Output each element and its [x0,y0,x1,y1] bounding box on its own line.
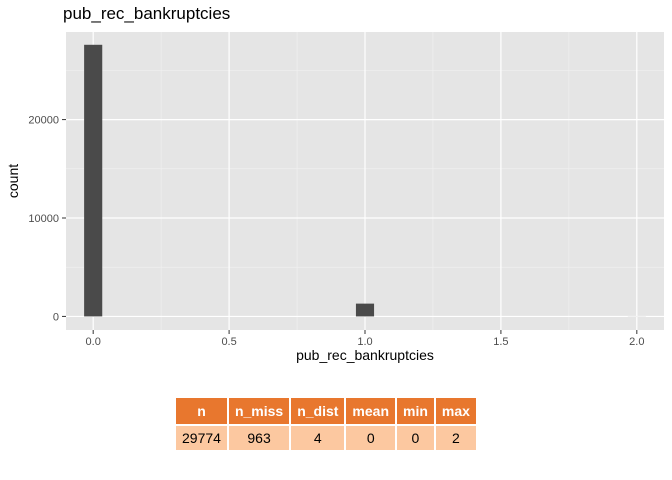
y-tick-label: 10000 [28,213,59,225]
chart-title: pub_rec_bankruptcies [63,4,231,23]
histogram-bar [355,303,375,317]
header-max: max [434,398,476,426]
value-mean: 0 [345,425,397,450]
header-min: min [396,398,436,426]
x-tick-label: 1.0 [357,336,372,348]
y-axis-ticks: 0 10000 20000 [28,115,66,323]
value-n-miss: 963 [227,425,292,450]
histogram-chart: 0.0 0.5 1.0 1.5 2.0 0 10000 20000 pub_rec_bank… [5,32,664,363]
value-n: 29774 [176,425,229,450]
histogram-bar [84,44,103,317]
x-tick-label: 2.0 [629,336,644,348]
y-axis-title: count [5,164,21,198]
x-tick-label: 0.5 [221,336,236,348]
header-n-miss: n_miss [227,398,292,426]
header-n: n [176,398,229,426]
summary-table: n n_miss n_dist mean min max 29774 963 4… [176,398,476,450]
x-tick-label: 1.5 [493,336,508,348]
x-axis-ticks: 0.0 0.5 1.0 1.5 2.0 [86,330,644,348]
value-n-dist: 4 [290,425,347,450]
summary-header-row: n n_miss n_dist mean min max [176,398,476,426]
header-n-dist: n_dist [290,398,347,426]
value-min: 0 [396,425,436,450]
header-mean: mean [345,398,397,426]
value-max: 2 [434,425,476,450]
bars [84,44,646,317]
y-tick-label: 20000 [28,115,59,127]
x-axis-title: pub_rec_bankruptcies [296,347,434,363]
y-tick-label: 0 [53,311,59,323]
x-tick-label: 0.0 [86,336,101,348]
summary-value-row: 29774 963 4 0 0 2 [176,425,476,450]
